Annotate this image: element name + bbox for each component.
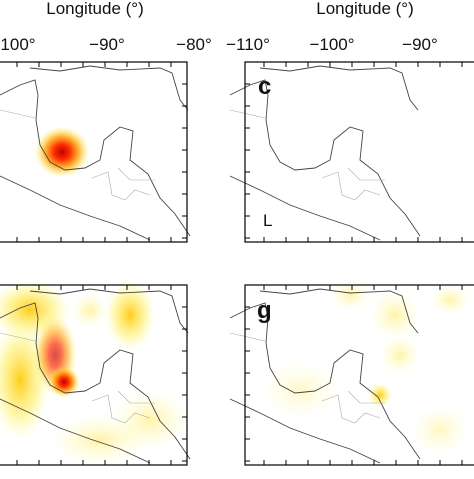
map-panel	[0, 280, 191, 466]
map-panel: c L	[229, 61, 474, 243]
tick-label: 100°	[0, 35, 35, 54]
tick-label: −90°	[402, 35, 438, 54]
tick-label: −110°	[226, 35, 270, 54]
frame-ticks	[16, 62, 463, 465]
panel-label: c	[258, 73, 271, 100]
axis-title: Longitude (°)	[46, 0, 144, 18]
panel-note: L	[263, 211, 272, 230]
map-panel	[0, 61, 191, 243]
axis-title: Longitude (°)	[316, 0, 414, 18]
panel-label: g	[257, 297, 272, 324]
tick-label: −90°	[89, 35, 125, 54]
tick-label: −80°	[176, 35, 212, 54]
map-panel: g	[229, 280, 474, 466]
tick-label: −100°	[309, 35, 354, 54]
